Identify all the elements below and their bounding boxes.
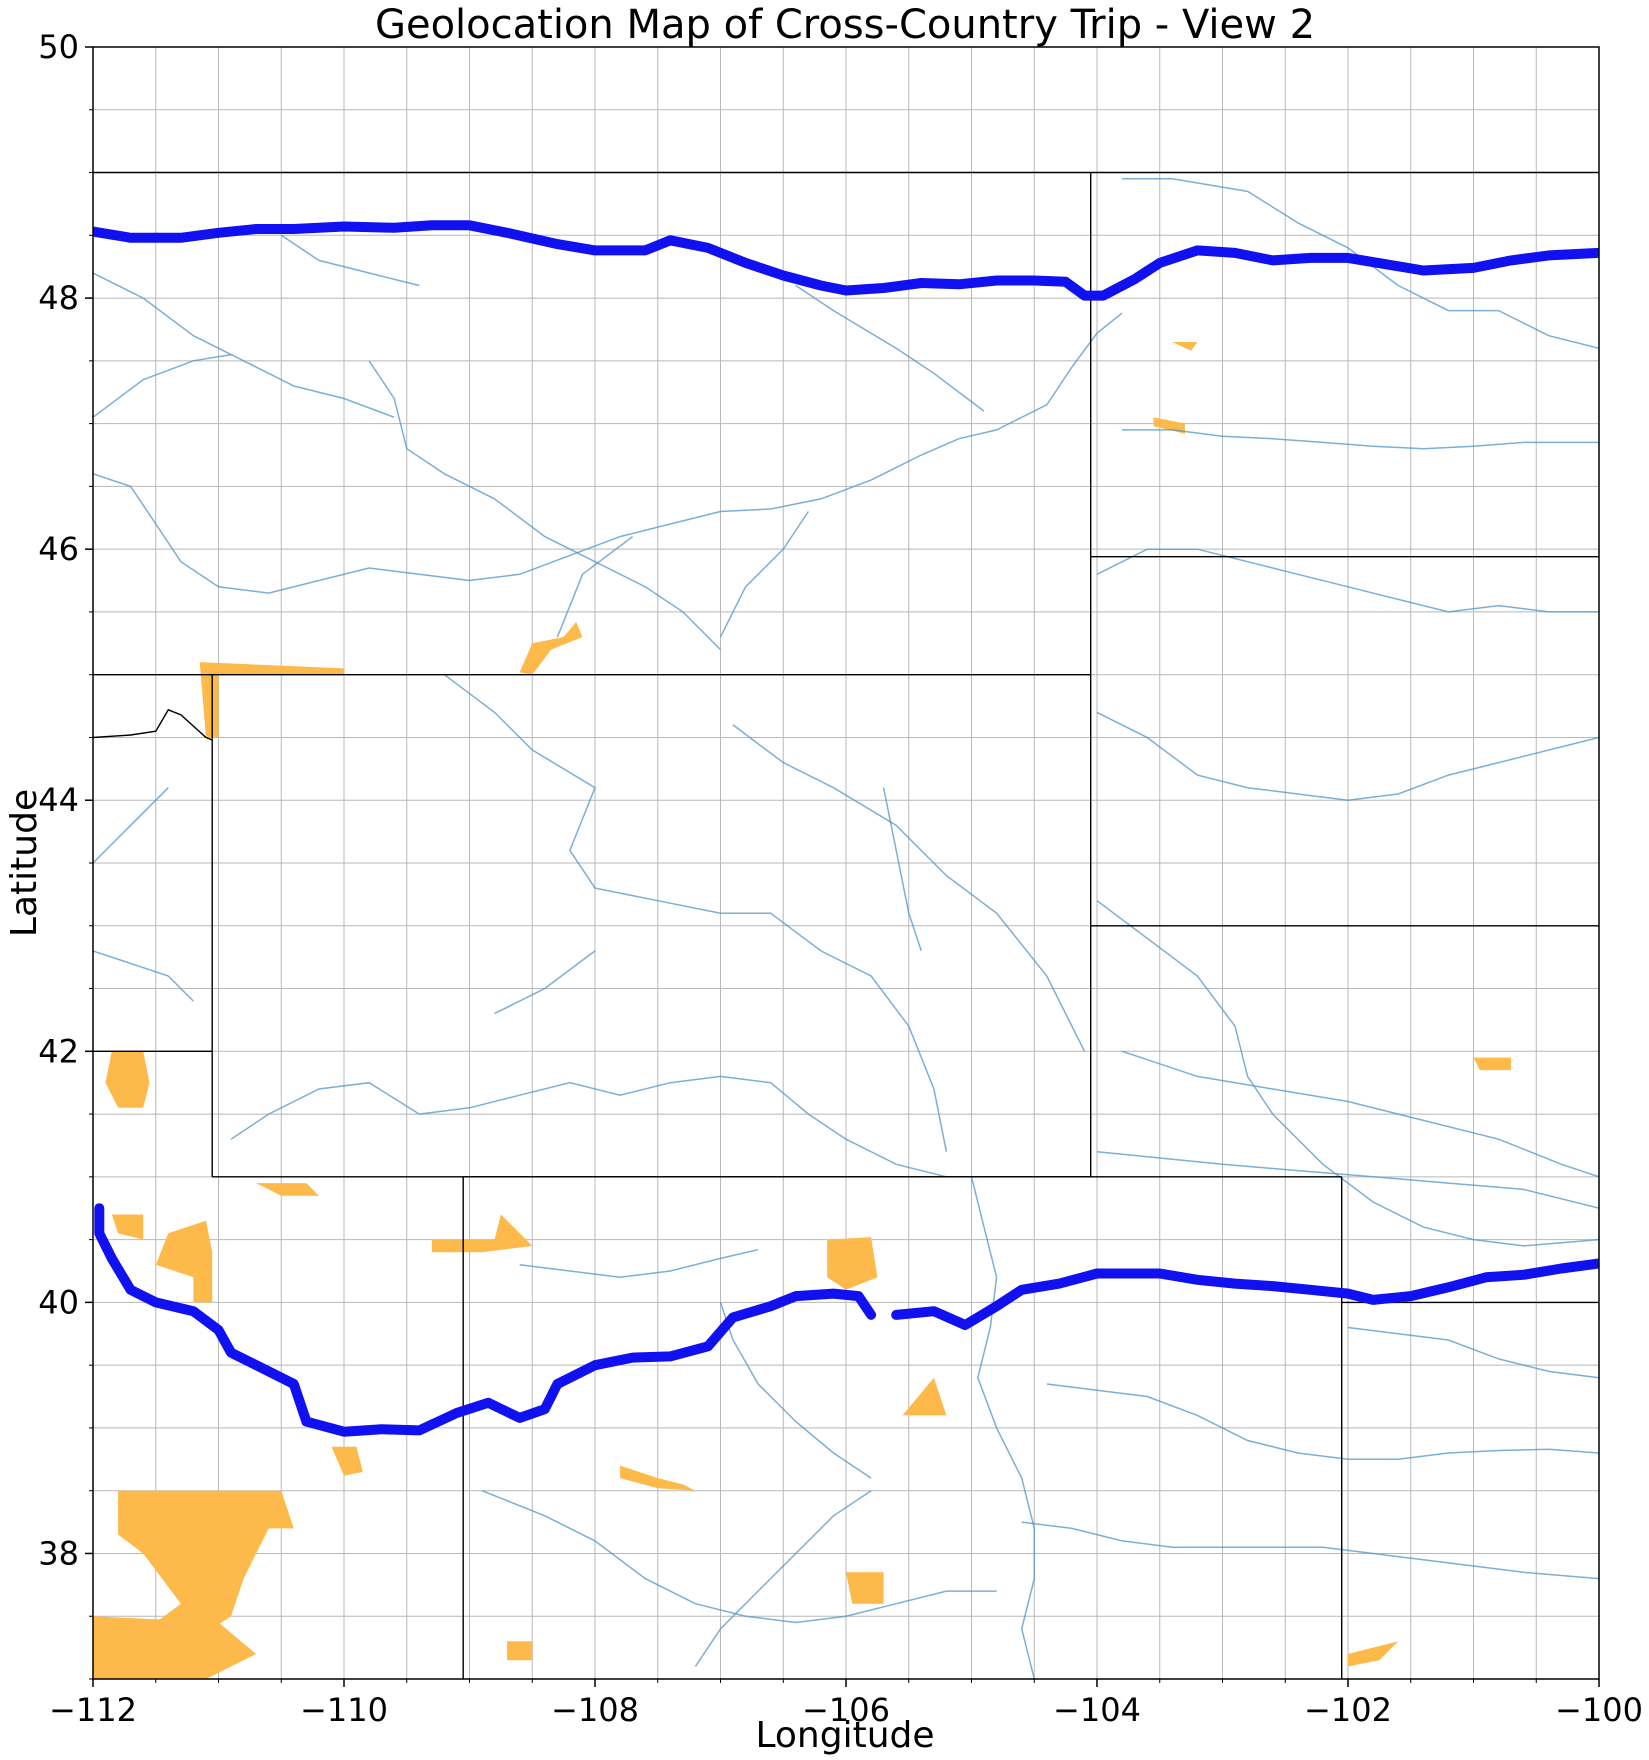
river-line (1046, 1383, 1599, 1461)
y-tick-label: 50 (38, 28, 79, 66)
y-tick-label: 38 (38, 1534, 79, 1572)
x-axis-label: Longitude (755, 1715, 934, 1756)
river-line (230, 1075, 947, 1178)
river-line (1096, 1150, 1599, 1209)
river-line (494, 950, 596, 1015)
lake-shape (1473, 1057, 1512, 1071)
trip-route-line (94, 1203, 877, 1437)
lake-shape (1348, 1641, 1399, 1667)
river-line (443, 674, 948, 1152)
x-tick-label: −106 (802, 1691, 890, 1729)
x-tick-label: −110 (300, 1691, 388, 1729)
river-line (1021, 1521, 1599, 1580)
river-line (1096, 900, 1599, 1247)
y-tick-label: 42 (38, 1032, 79, 1070)
y-tick-label: 46 (38, 530, 79, 568)
lake-shape (111, 1214, 144, 1240)
river-line (795, 284, 985, 412)
lake-shape (846, 1572, 884, 1604)
x-tick-label: −108 (551, 1691, 639, 1729)
lake-shape (93, 1616, 257, 1679)
river-line (694, 1490, 872, 1667)
x-tick-label: −100 (1555, 1691, 1643, 1729)
river-line (1096, 548, 1599, 613)
lake-shape (1172, 342, 1198, 351)
river-line (93, 272, 395, 419)
river-line (519, 1248, 759, 1279)
lake-shape (507, 1641, 533, 1661)
river-line (280, 234, 420, 287)
lake-shape (1153, 417, 1185, 434)
lake-shape (519, 622, 583, 675)
river-line (93, 312, 1123, 594)
x-tick-label: −112 (49, 1691, 137, 1729)
x-axis-ticks: −112 −110 −108 −106 −104 −102 −100 (49, 1679, 1643, 1729)
lake-shape (155, 1220, 213, 1303)
chart-title: Geolocation Map of Cross-Country Trip - … (375, 2, 1315, 48)
trip-route-line (891, 1258, 1599, 1330)
rivers-layer (93, 178, 1599, 1679)
y-tick-label: 44 (38, 781, 79, 819)
river-line (732, 724, 1086, 1052)
lakes-layer (93, 342, 1512, 1679)
y-tick-label: 40 (38, 1283, 79, 1321)
river-line (1122, 429, 1599, 450)
trip-route-layer (93, 220, 1599, 1437)
x-tick-label: −102 (1304, 1691, 1392, 1729)
river-line (556, 536, 634, 638)
x-tick-label: −104 (1053, 1691, 1141, 1729)
river-line (1096, 711, 1599, 801)
lake-shape (105, 1051, 150, 1108)
lake-shape (256, 1183, 319, 1196)
river-line (93, 787, 169, 864)
river-line (1347, 1326, 1599, 1379)
river-line (1121, 1050, 1599, 1178)
lake-shape (620, 1465, 696, 1491)
lake-shape (827, 1237, 878, 1290)
trip-route-line (93, 220, 1599, 301)
state-borders-layer (93, 171, 1599, 1679)
lake-shape (902, 1377, 947, 1416)
river-line (368, 360, 722, 651)
y-axis-ticks: 38 40 42 44 46 48 50 (38, 28, 93, 1680)
y-axis-label: Latitude (4, 789, 45, 937)
lake-shape (431, 1214, 533, 1253)
state-border-line (93, 708, 213, 741)
river-line (93, 353, 232, 418)
river-line (882, 787, 923, 952)
river-line (93, 950, 194, 1002)
lake-shape (199, 662, 344, 738)
y-tick-label: 48 (38, 279, 79, 317)
river-line (481, 1490, 997, 1624)
river-line (719, 511, 810, 638)
lake-shape (331, 1446, 363, 1476)
river-line (970, 1176, 1036, 1679)
river-line (719, 1302, 872, 1479)
